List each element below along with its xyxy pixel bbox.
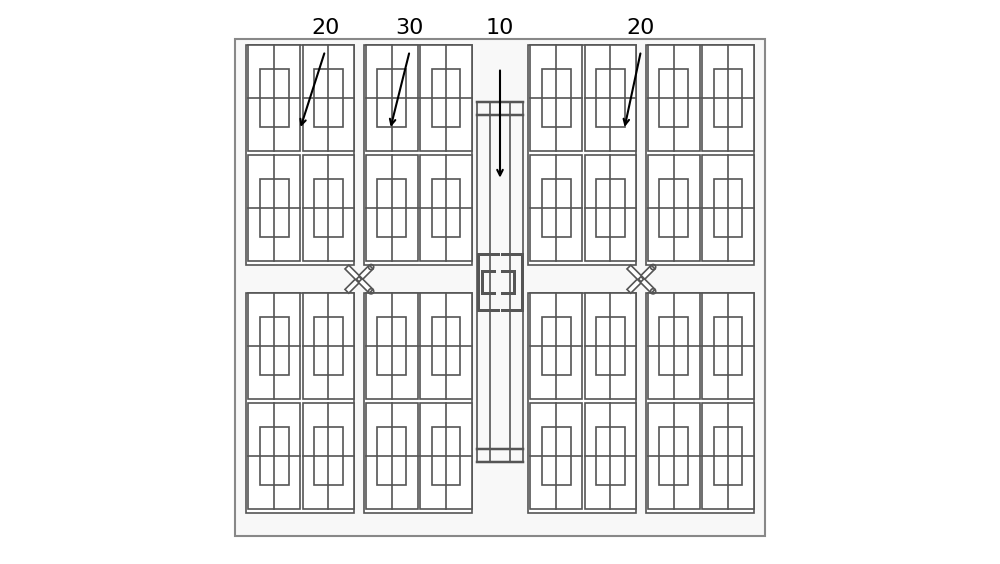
- Bar: [248, 293, 300, 399]
- Text: 20: 20: [311, 18, 339, 38]
- Bar: [702, 403, 754, 509]
- Bar: [432, 69, 460, 127]
- Bar: [542, 427, 571, 485]
- Bar: [377, 317, 406, 375]
- Bar: [314, 427, 343, 485]
- Bar: [659, 317, 688, 375]
- Bar: [260, 317, 289, 375]
- Bar: [542, 317, 571, 375]
- Bar: [510, 102, 523, 462]
- Bar: [314, 179, 343, 237]
- Bar: [646, 293, 754, 513]
- Bar: [377, 179, 406, 237]
- Bar: [648, 293, 700, 399]
- Bar: [235, 39, 765, 536]
- Bar: [714, 427, 742, 485]
- Bar: [596, 179, 625, 237]
- Bar: [364, 45, 472, 265]
- Text: 30: 30: [396, 18, 424, 38]
- Bar: [248, 45, 300, 151]
- FancyBboxPatch shape: [627, 265, 655, 293]
- Bar: [528, 293, 636, 513]
- Bar: [530, 45, 582, 151]
- Bar: [585, 45, 636, 151]
- Bar: [477, 102, 490, 462]
- Bar: [702, 45, 754, 151]
- FancyBboxPatch shape: [345, 265, 373, 293]
- Bar: [659, 427, 688, 485]
- Bar: [314, 317, 343, 375]
- Bar: [303, 45, 354, 151]
- Bar: [648, 155, 700, 261]
- Bar: [432, 179, 460, 237]
- Bar: [377, 427, 406, 485]
- Bar: [432, 427, 460, 485]
- Bar: [420, 155, 472, 261]
- Bar: [659, 179, 688, 237]
- Bar: [702, 293, 754, 399]
- Text: 10: 10: [486, 18, 514, 38]
- Bar: [648, 45, 700, 151]
- Bar: [260, 179, 289, 237]
- Bar: [530, 403, 582, 509]
- Bar: [248, 403, 300, 509]
- Bar: [585, 403, 636, 509]
- FancyBboxPatch shape: [627, 265, 655, 293]
- Bar: [246, 293, 354, 513]
- Bar: [260, 69, 289, 127]
- Bar: [585, 155, 636, 261]
- Bar: [432, 317, 460, 375]
- Bar: [596, 427, 625, 485]
- Bar: [714, 179, 742, 237]
- Bar: [260, 427, 289, 485]
- Bar: [585, 293, 636, 399]
- Bar: [542, 179, 571, 237]
- Bar: [530, 155, 582, 261]
- Bar: [366, 403, 418, 509]
- Bar: [648, 403, 700, 509]
- Bar: [303, 293, 354, 399]
- Bar: [364, 293, 472, 513]
- Bar: [596, 317, 625, 375]
- FancyBboxPatch shape: [345, 265, 373, 293]
- Bar: [377, 69, 406, 127]
- Bar: [596, 69, 625, 127]
- Bar: [366, 155, 418, 261]
- Bar: [246, 45, 354, 265]
- Bar: [528, 45, 636, 265]
- Text: 20: 20: [627, 18, 655, 38]
- Bar: [542, 69, 571, 127]
- Bar: [303, 155, 354, 261]
- Bar: [659, 69, 688, 127]
- Polygon shape: [638, 276, 644, 282]
- Bar: [714, 317, 742, 375]
- Bar: [420, 403, 472, 509]
- Bar: [714, 69, 742, 127]
- Polygon shape: [356, 276, 362, 282]
- Bar: [248, 155, 300, 261]
- Bar: [314, 69, 343, 127]
- Bar: [366, 45, 418, 151]
- Bar: [303, 403, 354, 509]
- Bar: [420, 293, 472, 399]
- Bar: [702, 155, 754, 261]
- Bar: [530, 293, 582, 399]
- Bar: [646, 45, 754, 265]
- Bar: [420, 45, 472, 151]
- Bar: [366, 293, 418, 399]
